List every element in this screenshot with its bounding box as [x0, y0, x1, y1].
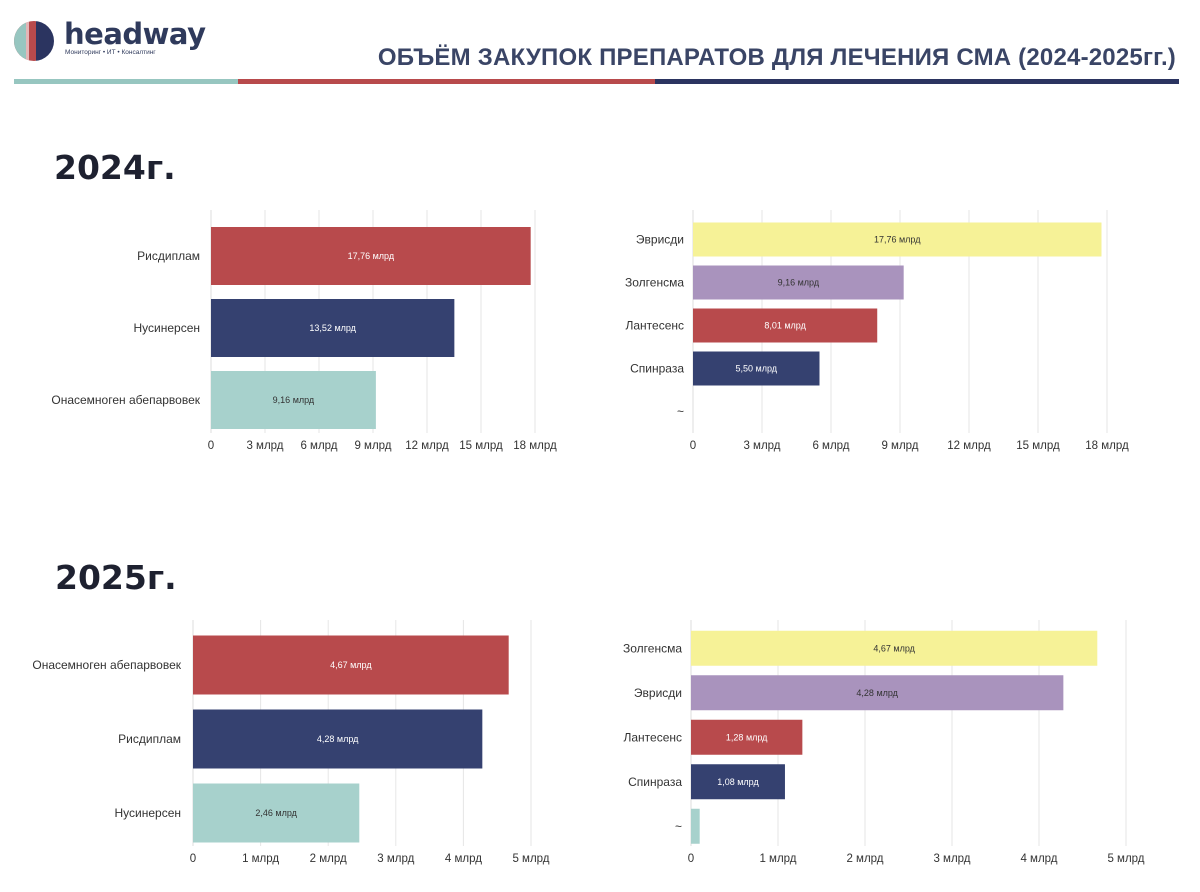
- bar: [691, 719, 803, 755]
- chart-2025-mnn: 0 1 млрд 2 млрд 3 млрд 4 млрд 5 млрд Онасемног…: [0, 620, 600, 880]
- logo-wordmark: headway: [64, 17, 206, 51]
- tick-label: 0: [190, 853, 196, 865]
- tick-label: 5 млрд: [1107, 853, 1144, 865]
- category-label: Золгенсма: [623, 641, 682, 655]
- category-label: Нусинерсен: [114, 806, 181, 820]
- tick-label: 12 млрд: [405, 440, 449, 452]
- bar: [691, 630, 1098, 666]
- tick-label: 12 млрд: [947, 440, 991, 452]
- bar: [693, 351, 820, 386]
- bar: [693, 308, 878, 343]
- bar: [211, 227, 531, 285]
- tick-label: 9 млрд: [354, 440, 391, 452]
- tick-label: 3 млрд: [743, 440, 780, 452]
- category-label: Эврисди: [636, 233, 684, 247]
- bar: [691, 808, 700, 844]
- tick-label: 15 млрд: [459, 440, 503, 452]
- category-label: Спинраза: [628, 775, 682, 789]
- tick-label: 4 млрд: [1020, 853, 1057, 865]
- category-label: Эврисди: [634, 686, 682, 700]
- category-label: Золгенсма: [625, 276, 684, 290]
- tick-label: 0: [208, 440, 214, 452]
- header-rule-red: [238, 79, 655, 84]
- bar-value-label: 1,28 млрд: [726, 732, 768, 742]
- category-label: Рисдиплам: [118, 732, 181, 746]
- category-label: Нусинерсен: [133, 321, 200, 335]
- tick-label: 3 млрд: [377, 853, 414, 865]
- bar: [691, 675, 1064, 711]
- tick-label: 9 млрд: [881, 440, 918, 452]
- tick-label: 6 млрд: [812, 440, 849, 452]
- category-label: Онасемноген абепарвовек: [32, 658, 181, 672]
- tick-label: 0: [688, 853, 694, 865]
- bar: [193, 709, 483, 769]
- tick-label: 15 млрд: [1016, 440, 1060, 452]
- tick-label: 18 млрд: [1085, 440, 1129, 452]
- page-title: ОБЪЁМ ЗАКУПОК ПРЕПАРАТОВ ДЛЯ ЛЕЧЕНИЯ СМА…: [377, 44, 1176, 71]
- bar-value-label: 1,08 млрд: [717, 777, 759, 787]
- tick-label: 5 млрд: [512, 853, 549, 865]
- tick-label: 18 млрд: [513, 440, 557, 452]
- bar: [193, 783, 360, 843]
- category-label: Онасемноген абепарвовек: [51, 393, 200, 407]
- category-label: Рисдиплам: [137, 249, 200, 263]
- header-rule-teal: [14, 79, 238, 84]
- bar: [211, 371, 376, 429]
- bar-value-label: 4,28 млрд: [317, 734, 359, 744]
- bar-value-label: 4,67 млрд: [330, 660, 372, 670]
- chart-2025-brands: 0 1 млрд 2 млрд 3 млрд 4 млрд 5 млрд Золгенсма…: [600, 620, 1200, 880]
- bar: [211, 299, 455, 357]
- category-label: Лантесенс: [623, 730, 682, 744]
- tick-label: 3 млрд: [933, 853, 970, 865]
- tick-label: 3 млрд: [246, 440, 283, 452]
- bar-value-label: 17,76 млрд: [348, 251, 395, 261]
- category-label: Лантесенс: [625, 319, 684, 333]
- tick-label: 2 млрд: [310, 853, 347, 865]
- section-title-2024: 2024г.: [54, 148, 176, 187]
- category-label: ~: [677, 405, 684, 419]
- bar: [691, 764, 785, 800]
- bar-value-label: 13,52 млрд: [309, 323, 356, 333]
- tick-label: 1 млрд: [242, 853, 279, 865]
- bar-value-label: 5,50 млрд: [735, 364, 777, 374]
- bar-value-label: 4,67 млрд: [873, 643, 915, 653]
- chart-2024-brands: 0 3 млрд 6 млрд 9 млрд 12 млрд 15 млрд 18 млрд…: [600, 210, 1200, 470]
- header-rule-navy: [655, 79, 1179, 84]
- tick-label: 1 млрд: [759, 853, 796, 865]
- bar-value-label: 2,46 млрд: [255, 808, 297, 818]
- tick-label: 6 млрд: [300, 440, 337, 452]
- logo: headway Мониторинг • ИТ • Консалтинг: [14, 17, 206, 64]
- bar-value-label: 17,76 млрд: [874, 235, 921, 245]
- bar-value-label: 4,28 млрд: [856, 688, 898, 698]
- logo-tagline: Мониторинг • ИТ • Консалтинг: [65, 49, 156, 56]
- chart-2024-mnn: 0 3 млрд 6 млрд 9 млрд 12 млрд 15 млрд 18 млрд…: [0, 210, 600, 470]
- bar-value-label: 9,16 млрд: [778, 278, 820, 288]
- tick-label: 0: [690, 440, 696, 452]
- category-label: Спинраза: [630, 362, 684, 376]
- tick-label: 4 млрд: [445, 853, 482, 865]
- bar: [693, 265, 904, 300]
- section-title-2025: 2025г.: [55, 558, 177, 597]
- logo-mark-icon: [14, 21, 54, 61]
- bar-value-label: 8,01 млрд: [764, 321, 806, 331]
- category-label: ~: [675, 819, 682, 833]
- bar: [193, 635, 509, 695]
- bar-value-label: 9,16 млрд: [273, 395, 315, 405]
- tick-label: 2 млрд: [846, 853, 883, 865]
- bar: [693, 222, 1102, 257]
